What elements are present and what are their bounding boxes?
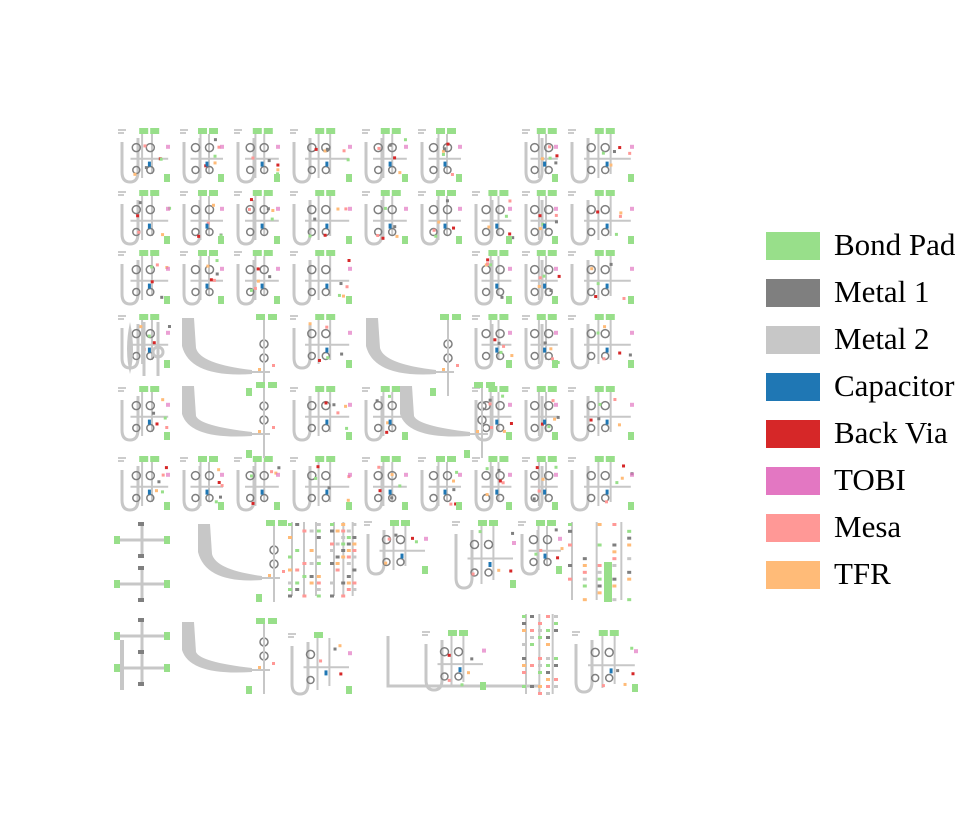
circuit-cell: [418, 456, 462, 512]
legend-item-mesa: Mesa: [766, 509, 976, 560]
legend-label: Mesa: [834, 509, 902, 544]
circuit-cell: [472, 250, 512, 306]
dense-block: [330, 522, 357, 598]
circuit-cell: [522, 314, 560, 370]
circuit-cell: [568, 314, 634, 370]
legend: Bond Pad Metal 1 Metal 2 Capacitor Back …: [766, 227, 976, 607]
bond-pad-swatch: [766, 232, 820, 260]
capacitor-swatch: [766, 373, 820, 401]
circuit-cell: [568, 386, 634, 442]
legend-item-back-via: Back Via: [766, 415, 976, 466]
legend-label: Metal 2: [834, 321, 930, 356]
legend-item-bond-pad: Bond Pad: [766, 227, 976, 278]
circuit-cell: [568, 250, 634, 306]
circuit-cell: [288, 632, 352, 696]
taper-bend: [400, 382, 495, 458]
circuit-cell: [290, 314, 352, 370]
parallel-traces: [142, 322, 160, 376]
circuit-cell: [522, 250, 561, 306]
circuit-cell: [118, 386, 170, 442]
dense-block: [568, 522, 632, 602]
circuit-cell: [362, 456, 408, 512]
legend-item-tfr: TFR: [766, 556, 976, 607]
circuit-cell: [290, 456, 352, 512]
circuit-cell: [290, 128, 352, 184]
cross-structure: [114, 522, 170, 558]
dense-block: [288, 522, 321, 598]
tobi-swatch: [766, 467, 820, 495]
circuit-cell: [180, 190, 224, 246]
metal-2-swatch: [766, 326, 820, 354]
circuit-cell: [234, 128, 280, 184]
circuit-cell: [290, 386, 352, 442]
circuit-cell: [234, 456, 281, 512]
ring-element: [151, 345, 165, 359]
legend-item-metal-1: Metal 1: [766, 274, 976, 325]
circuit-cell: [422, 630, 486, 692]
circuit-cell: [472, 190, 515, 246]
legend-label: TOBI: [834, 462, 906, 497]
taper-bend: [182, 618, 277, 694]
taper-bend: [366, 314, 461, 396]
taper-element: [127, 322, 133, 374]
circuit-cell: [472, 386, 513, 442]
circuit-cell: [522, 128, 559, 184]
back-via-swatch: [766, 420, 820, 448]
long-bond-pad: [604, 562, 612, 602]
legend-item-metal-2: Metal 2: [766, 321, 976, 372]
circuit-cell: [180, 128, 224, 184]
cross-structure: [114, 650, 170, 686]
circuit-cell: [418, 190, 462, 246]
circuit-cell: [362, 128, 408, 184]
legend-label: Bond Pad: [834, 227, 956, 262]
circuit-cell: [572, 630, 638, 694]
legend-label: Capacitor: [834, 368, 955, 403]
legend-item-capacitor: Capacitor: [766, 368, 976, 419]
circuit-cell: [118, 250, 170, 306]
circuit-cell: [472, 314, 514, 370]
legend-label: Metal 1: [834, 274, 930, 309]
dense-block: [522, 614, 558, 695]
circuit-cell: [568, 128, 634, 184]
long-trace: [386, 636, 540, 688]
taper-bend: [182, 382, 277, 458]
metal-1-swatch: [766, 279, 820, 307]
chip-layout-diagram: [114, 128, 638, 696]
circuit-cell: [290, 250, 352, 306]
taper-bend: [198, 520, 287, 602]
circuit-cell: [522, 386, 560, 442]
circuit-cell: [568, 456, 634, 512]
circuit-cell: [180, 250, 224, 306]
circuit-cell: [362, 190, 408, 246]
circuit-cell: [118, 190, 172, 246]
cross-structure: [114, 566, 170, 602]
circuit-cell: [522, 190, 558, 246]
tfr-swatch: [766, 561, 820, 589]
circuit-cell: [234, 250, 280, 306]
circuit-cell: [518, 520, 564, 576]
circuit-cell: [364, 520, 428, 576]
circuit-cell: [290, 190, 352, 246]
circuit-cell: [362, 386, 408, 442]
circuit-cell: [118, 128, 170, 184]
circuit-cell: [418, 128, 462, 184]
circuit-cell: [568, 190, 634, 246]
circuit-cell: [452, 520, 516, 590]
circuit-cell: [522, 456, 558, 512]
circuit-cell: [472, 456, 512, 512]
circuit-cell: [234, 190, 280, 246]
legend-label: TFR: [834, 556, 891, 591]
legend-label: Back Via: [834, 415, 948, 450]
mesa-swatch: [766, 514, 820, 542]
legend-item-tobi: TOBI: [766, 462, 976, 513]
circuit-cell: [118, 456, 170, 512]
circuit-cell: [180, 456, 224, 512]
